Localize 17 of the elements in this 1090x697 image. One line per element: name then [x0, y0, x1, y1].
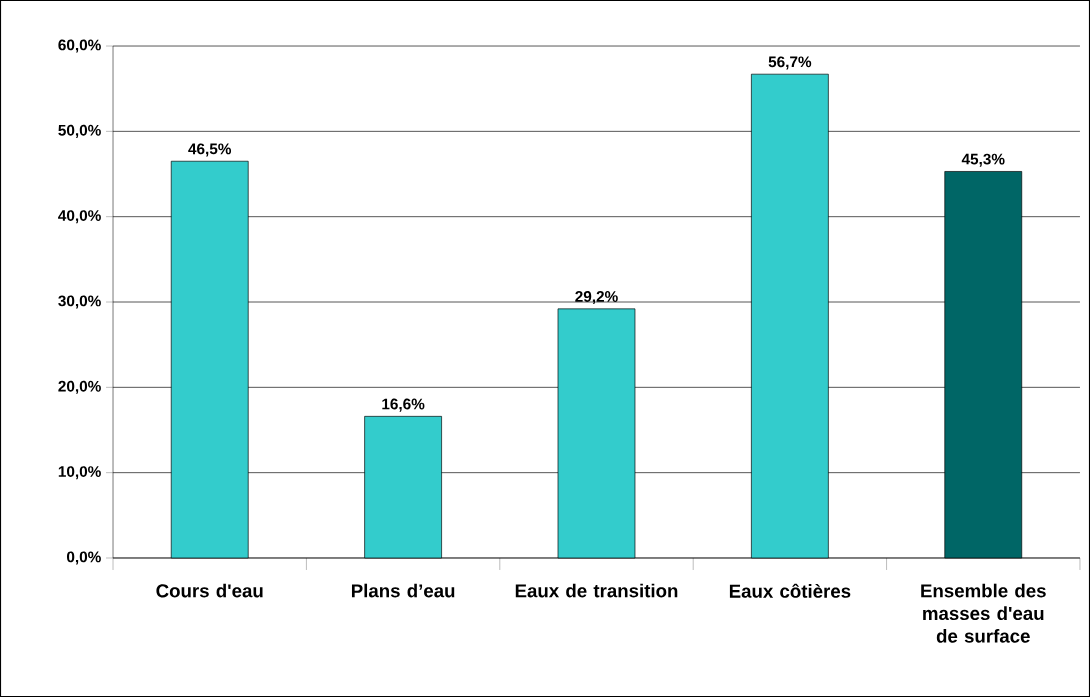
y-tick-label: 30,0%	[58, 295, 101, 309]
x-tick-label: Eaux de transition	[515, 583, 678, 598]
data-label: 56,7%	[768, 56, 812, 70]
data-label: 29,2%	[575, 291, 618, 305]
y-tick-label: 50,0%	[58, 124, 101, 138]
y-tick-label: 20,0%	[58, 380, 101, 394]
y-tick-label: 60,0%	[58, 39, 101, 53]
x-tick-label: Plans d’eau	[351, 583, 455, 598]
x-tick-label: Eaux côtières	[729, 583, 851, 598]
data-label: 45,3%	[961, 153, 1005, 167]
data-label: 46,5%	[188, 143, 232, 157]
x-tick-label: Ensemble des masses d'eau de surface	[921, 583, 1046, 643]
y-tick-label: 40,0%	[58, 210, 101, 224]
data-label: 16,6%	[382, 398, 425, 412]
y-tick-label: 0,0%	[66, 551, 101, 565]
x-tick-label: Cours d'eau	[156, 583, 263, 598]
y-tick-label: 10,0%	[58, 466, 101, 480]
